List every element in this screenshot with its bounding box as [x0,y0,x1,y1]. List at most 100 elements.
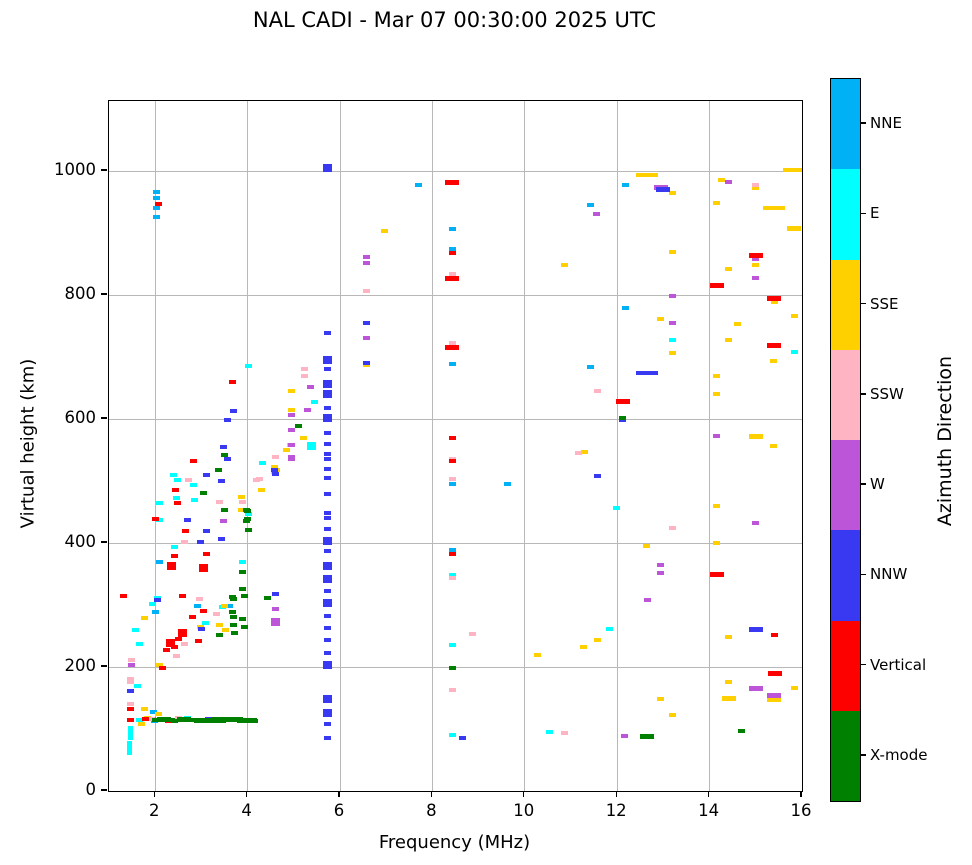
point-e [190,498,198,503]
point-ssw [196,597,204,602]
point-e [171,544,179,549]
point-ssw [560,730,568,735]
point-nnw [323,599,333,608]
point-vertical [199,563,209,572]
point-nnw [323,413,333,422]
point-x-mode [231,630,239,635]
point-nnw [324,527,332,532]
point-x-mode [640,733,655,739]
x-tick-10 [523,791,525,797]
point-nnw [202,473,210,478]
point-vertical [771,633,779,638]
point-x-mode [243,518,251,523]
point-vertical [188,615,196,620]
point-nnw [324,367,332,372]
point-nnw [270,468,278,473]
point-vertical [445,180,460,186]
point-e [613,505,621,510]
point-vertical [172,487,180,492]
point-e [244,511,252,516]
point-nnw [324,549,332,554]
gridline-y-600 [109,418,802,420]
point-w [657,570,665,575]
point-nnw [324,588,332,593]
point-sse [287,408,295,413]
point-ssw [575,451,583,456]
point-x-mode [200,491,208,496]
point-x-mode [171,718,179,723]
point-sse [669,250,677,255]
point-sse [724,338,732,343]
point-nnw [324,330,332,335]
x-tick-4 [245,791,248,797]
gridline-y-1000 [109,170,802,172]
point-ssw [180,539,188,544]
point-sse [669,713,677,718]
point-x-mode [245,528,253,532]
point-sse [713,201,721,206]
point-ssw [255,476,263,481]
point-e [173,496,181,501]
point-sse [270,465,278,470]
point-nnw [197,626,205,631]
point-nnw [127,689,135,694]
point-x-mode [215,632,223,637]
colorbar-tick-sse [861,302,866,305]
point-x-mode [176,716,191,722]
point-vertical [448,459,456,464]
point-w [620,734,628,739]
point-vertical [171,554,179,559]
y-tick-label-0: 0 [85,780,97,799]
colorbar-tick-nnw [861,573,866,576]
point-sse [581,449,589,454]
point-nnw [271,592,279,597]
point-w [128,663,136,668]
point-sse [561,263,569,268]
point-x-mode [194,718,209,724]
point-sse [787,225,802,231]
x-tick-8 [430,791,433,797]
point-x-mode [218,717,233,723]
point-nnw [323,694,333,703]
point-sse [763,206,786,211]
point-vertical [709,571,724,577]
point-nnw [324,467,332,472]
point-w [363,335,371,340]
point-sse [381,228,389,233]
point-w [669,293,677,298]
point-vertical [189,458,197,463]
point-sse [713,392,721,397]
point-sse [748,433,763,439]
point-nne [152,214,160,219]
point-e [259,461,267,466]
point-vertical [448,551,456,556]
point-w [713,433,721,438]
point-sse [154,712,162,717]
point-ssw [216,500,224,505]
plot-area [108,100,803,792]
point-ssw [185,478,193,483]
point-nnw [323,561,333,570]
point-nnw [324,637,332,642]
point-nnw [218,537,226,542]
colorbar-segment-ssw [831,349,860,440]
point-sse [300,435,308,440]
point-sse [140,616,148,621]
point-x-mode [240,593,248,598]
point-nnw [323,708,333,717]
point-ssw [448,271,456,276]
point-x-mode [737,728,745,733]
colorbar-label-nne: NNE [870,114,902,133]
point-nne [152,205,160,210]
point-x-mode [238,570,246,575]
point-sse [790,314,798,319]
point-x-mode [230,615,238,620]
colorbar-segment-sse [831,259,860,350]
point-w [748,686,763,692]
point-vertical [151,517,159,522]
point-x-mode [619,415,627,420]
point-nnw [324,735,332,740]
x-tick-label-6: 6 [333,801,345,820]
point-vertical [200,609,208,614]
point-nne [150,709,158,714]
